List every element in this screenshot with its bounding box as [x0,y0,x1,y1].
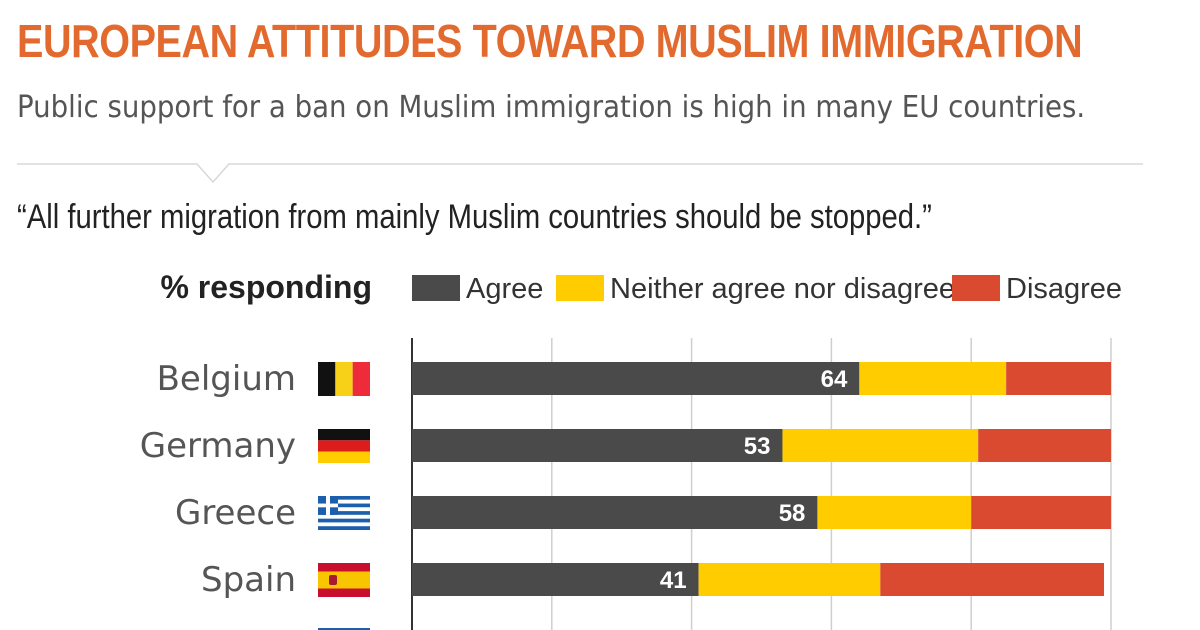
data-label-belgium: 64 [821,366,848,393]
legend-label-agree: Agree [466,273,543,305]
bar-agree-germany [412,429,783,462]
chart-title: EUROPEAN ATTITUDES TOWARD MUSLIM IMMIGRA… [17,15,1083,67]
legend-swatch-disagree [952,275,1000,301]
germany-flag-icon [318,429,370,463]
bar-disagree-germany [978,429,1111,462]
legend-swatch-agree [412,275,460,301]
bar-agree-greece [412,496,818,529]
bar-agree-belgium [412,362,860,395]
data-label-greece: 58 [779,500,806,527]
greece-flag-icon [318,496,370,530]
bar-disagree-spain [880,563,1105,596]
chart-subtitle: Public support for a ban on Muslim immig… [17,90,1086,125]
bar-neither-agree-nor-disagree-greece [817,496,972,529]
bar-neither-agree-nor-disagree-spain [698,563,881,596]
country-label-spain: Spain [201,560,296,600]
country-label-germany: Germany [140,426,296,466]
section-divider [17,163,1143,184]
legend-label-disagree: Disagree [1006,273,1122,305]
bar-neither-agree-nor-disagree-belgium [859,362,1007,395]
data-label-spain: 41 [660,567,687,594]
bar-agree-spain [412,563,699,596]
bar-neither-agree-nor-disagree-germany [782,429,979,462]
belgium-flag-icon [318,362,370,396]
legend-label-neither-agree-nor-disagree: Neither agree nor disagree [610,273,955,305]
country-label-greece: Greece [175,493,296,533]
data-label-germany: 53 [744,433,771,460]
bar-disagree-belgium [1006,362,1111,395]
legend-swatch-neither-agree-nor-disagree [556,275,604,301]
bar-disagree-greece [971,496,1111,529]
spain-flag-icon [318,563,370,597]
cropped-flag [318,628,370,630]
survey-question: “All further migration from mainly Musli… [17,198,932,236]
axis-label: % responding [160,269,372,305]
country-label-belgium: Belgium [157,359,296,399]
